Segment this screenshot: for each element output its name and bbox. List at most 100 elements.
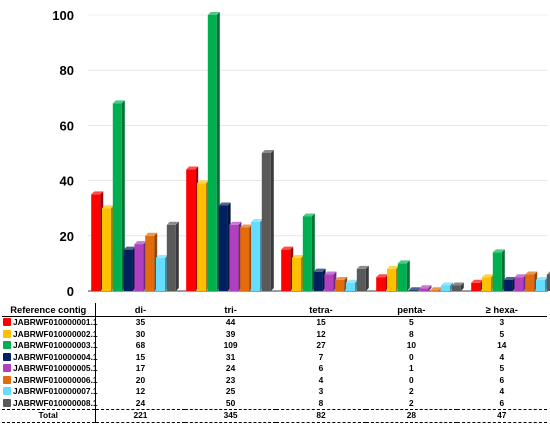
bars [91, 12, 550, 291]
table-row: JABRWF010000007.1 12 25 3 2 4 [2, 386, 547, 398]
bar-top [525, 271, 538, 275]
bar-side [365, 265, 369, 291]
table-cell: 12 [316, 328, 326, 339]
bar-front [229, 224, 239, 291]
bar [387, 265, 399, 291]
bar [207, 12, 220, 291]
bar-top [156, 254, 168, 258]
bar [346, 279, 358, 291]
bar-front [525, 274, 535, 291]
table-row: JABRWF010000008.1 24 50 8 2 6 [2, 397, 547, 410]
bar-front [346, 282, 355, 291]
bar-top [471, 279, 484, 283]
bar [482, 274, 494, 291]
table-cell: 5 [409, 317, 414, 327]
bar-top [356, 265, 369, 269]
table-cell: 2 [409, 397, 414, 408]
series-name: JABRWF010000003.1 [13, 340, 98, 350]
bar-front [207, 15, 217, 291]
bar [514, 274, 527, 291]
table-cell: 31 [225, 351, 236, 362]
bar-front [387, 268, 396, 291]
total-cell: 47 [456, 409, 547, 423]
table-cell: 24 [135, 397, 146, 408]
series-name: JABRWF010000008.1 [13, 397, 98, 408]
table-cell: 5 [499, 363, 505, 373]
bar-top [441, 282, 453, 286]
series-label: JABRWF010000008.1 [2, 397, 98, 410]
table-cell: 6 [499, 397, 505, 408]
bar-top [387, 265, 399, 269]
bar-top [145, 232, 158, 236]
total-cell: 221 [95, 409, 186, 423]
bar-top [197, 180, 209, 184]
total-label: Total [2, 409, 96, 423]
table-cell: 7 [318, 351, 324, 362]
bar-side [428, 285, 432, 291]
bar [112, 100, 125, 291]
table-cell: 35 [135, 317, 146, 327]
bar [356, 265, 369, 291]
bar [218, 202, 231, 291]
legend-swatch [3, 398, 11, 407]
series-name: JABRWF010000001.1 [13, 317, 98, 327]
table-cell: 17 [135, 363, 146, 373]
category-header-di: di- [95, 303, 186, 317]
table-cell: 24 [225, 363, 236, 373]
table-cell: 3 [318, 386, 324, 396]
table-cell: 5 [499, 328, 505, 339]
series-name: JABRWF010000007.1 [13, 386, 98, 396]
bar [492, 249, 505, 291]
bar [525, 271, 538, 291]
bar [91, 191, 104, 291]
bar-side [450, 282, 453, 291]
bar-top [207, 12, 220, 15]
bar-top [536, 276, 548, 280]
bar-front [240, 227, 250, 291]
bar-top [482, 274, 494, 278]
bar [419, 285, 432, 291]
table-row: JABRWF010000005.1 17 24 6 1 5 [2, 363, 547, 375]
bar-top [251, 219, 263, 222]
bar [441, 282, 453, 291]
table-row: JABRWF010000006.1 20 23 4 0 6 [2, 374, 547, 386]
legend-swatch [3, 329, 11, 338]
bar-front [546, 274, 550, 291]
bar-front [197, 183, 206, 291]
bar [546, 271, 550, 291]
bar-front [166, 224, 176, 291]
bar [251, 219, 263, 291]
table-cell: 3 [499, 317, 505, 327]
bar-top [335, 276, 348, 280]
table-header-label: Reference contig [2, 303, 96, 317]
series-label: JABRWF010000006.1 [2, 374, 98, 386]
bar [292, 254, 304, 291]
bar-side [121, 100, 125, 291]
bar-top [397, 260, 410, 264]
bar-front [281, 249, 291, 291]
bar [313, 268, 326, 291]
category-header-tetra: tetra- [275, 303, 367, 317]
bar-front [91, 194, 101, 291]
table-cell: 1 [409, 363, 414, 373]
bar [197, 180, 209, 291]
bar-front [302, 216, 312, 291]
bar [261, 150, 274, 291]
bar [156, 254, 168, 291]
bar-top [451, 282, 464, 286]
bar-front [397, 263, 407, 291]
table-row: JABRWF010000003.1 68 109 27 10 14 [2, 340, 547, 352]
legend-swatch [3, 375, 11, 384]
bar-front [335, 279, 345, 291]
bar-top [166, 221, 179, 225]
bar-front [261, 153, 271, 291]
table-cell: 8 [409, 328, 414, 339]
y-tick-label: 60 [60, 118, 74, 133]
bar-top [218, 202, 231, 206]
bar-side [270, 150, 274, 291]
bar [145, 232, 158, 291]
series-label: JABRWF010000003.1 [2, 340, 98, 352]
bar-front [186, 169, 196, 291]
category-header-penta: penta- [366, 303, 457, 317]
bar-top [134, 241, 147, 245]
